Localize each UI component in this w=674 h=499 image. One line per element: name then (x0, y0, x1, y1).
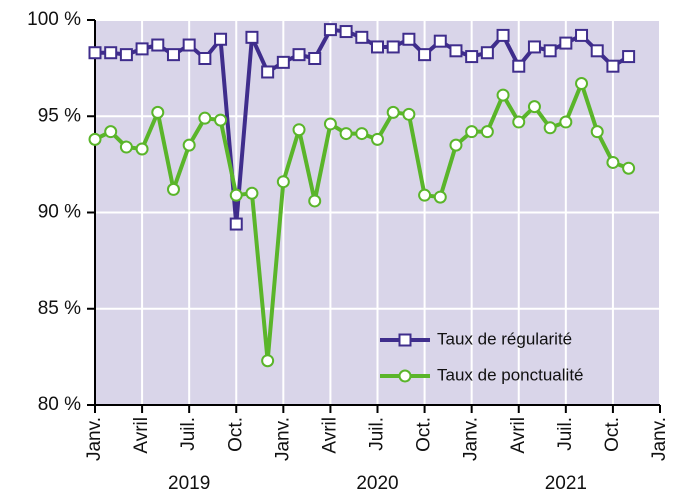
point (198, 52, 212, 65)
point (386, 40, 400, 54)
point (119, 140, 133, 154)
point (339, 127, 353, 141)
point (480, 46, 494, 60)
x-tick-label: Avril (508, 417, 529, 454)
point (245, 186, 259, 200)
point (135, 142, 149, 156)
point (543, 44, 557, 58)
point (339, 25, 353, 39)
x-tick-label: Juil. (178, 417, 199, 451)
point (151, 105, 165, 119)
point (512, 59, 526, 73)
x-tick-label: Juil. (555, 417, 576, 451)
point (151, 38, 165, 52)
x-tick-label: Janv. (461, 417, 482, 461)
point (590, 125, 604, 139)
point (418, 48, 432, 62)
point (527, 100, 541, 114)
point (433, 190, 447, 204)
point (449, 44, 463, 58)
x-tick-label: Janv. (649, 417, 670, 461)
y-tick-label: 85 % (38, 298, 81, 319)
point (292, 48, 306, 62)
point (480, 125, 494, 139)
x-tick-label: Oct. (225, 417, 246, 452)
point (512, 115, 526, 129)
point (214, 113, 228, 127)
point (575, 28, 589, 42)
y-tick-label: 100 % (27, 9, 81, 30)
point (166, 48, 180, 62)
point (355, 127, 369, 141)
legend-label: Taux de régularité (437, 329, 572, 348)
point (559, 115, 573, 129)
point (229, 188, 243, 202)
point (606, 155, 620, 169)
point (214, 32, 228, 46)
point (433, 34, 447, 48)
point (606, 59, 620, 73)
point (323, 117, 337, 131)
point (590, 44, 604, 58)
point (402, 32, 416, 46)
point (245, 30, 259, 44)
point (622, 50, 636, 64)
point (465, 125, 479, 139)
x-tick-label: Avril (319, 417, 340, 454)
point (543, 121, 557, 135)
point (104, 46, 118, 60)
legend-marker (398, 333, 412, 347)
x-tick-label: Janv. (272, 417, 293, 461)
x-tick-label: Oct. (414, 417, 435, 452)
x-tick-label: Juil. (367, 417, 388, 451)
point (292, 123, 306, 137)
point (386, 105, 400, 119)
point (575, 77, 589, 91)
point (527, 40, 541, 54)
point (276, 55, 290, 69)
point (449, 138, 463, 152)
point (88, 46, 102, 60)
y-tick-label: 95 % (38, 105, 81, 126)
point (135, 42, 149, 56)
point (308, 194, 322, 208)
year-label: 2020 (356, 473, 398, 494)
year-label: 2019 (168, 473, 210, 494)
point (355, 30, 369, 44)
point (496, 88, 510, 102)
point (182, 38, 196, 52)
point (88, 132, 102, 146)
point (198, 111, 212, 125)
x-tick-label: Janv. (84, 417, 105, 461)
point (166, 182, 180, 196)
point (261, 354, 275, 368)
y-tick-label: 90 % (38, 202, 81, 223)
point (276, 175, 290, 189)
x-tick-label: Oct. (602, 417, 623, 452)
legend-marker (398, 369, 412, 383)
x-tick-label: Avril (131, 417, 152, 454)
point (261, 65, 275, 79)
year-label: 2021 (545, 473, 587, 494)
point (559, 36, 573, 50)
point (182, 138, 196, 152)
point (104, 125, 118, 139)
point (229, 217, 243, 231)
point (119, 48, 133, 62)
point (496, 28, 510, 42)
point (371, 40, 384, 54)
point (308, 52, 322, 65)
point (465, 50, 479, 64)
y-tick-label: 80 % (38, 394, 81, 415)
point (418, 188, 432, 202)
legend-label: Taux de ponctualité (437, 365, 584, 384)
point (371, 132, 384, 146)
point (402, 107, 416, 121)
point (323, 23, 337, 37)
point (622, 161, 636, 175)
